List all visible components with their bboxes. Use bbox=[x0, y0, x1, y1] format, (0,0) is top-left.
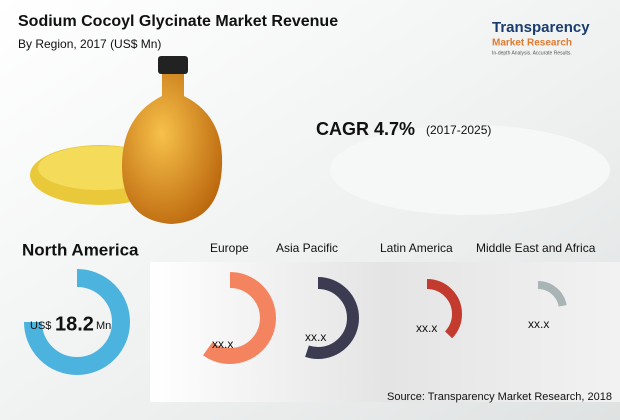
region-value: xx.x bbox=[212, 337, 233, 351]
bottle-cap bbox=[158, 56, 188, 74]
region-name: Asia Pacific bbox=[276, 241, 338, 255]
region-name: Latin America bbox=[380, 241, 453, 255]
region-name: Middle East and Africa bbox=[476, 241, 596, 255]
ring bbox=[24, 269, 130, 375]
region-prefix: US$ bbox=[30, 320, 51, 332]
logo-tagline: In-depth Analysis. Accurate Results. bbox=[492, 50, 572, 56]
title: Sodium Cocoyl Glycinate Market Revenue bbox=[18, 13, 338, 30]
ring bbox=[392, 279, 462, 349]
region-name: North America bbox=[22, 240, 139, 259]
cagr: CAGR 4.7% bbox=[316, 119, 415, 139]
ring bbox=[277, 277, 359, 359]
region-value: xx.x bbox=[416, 321, 437, 335]
source: Source: Transparency Market Research, 20… bbox=[387, 391, 612, 403]
logo: Transparency bbox=[492, 19, 590, 36]
band bbox=[150, 262, 620, 402]
region-value: xx.x bbox=[305, 330, 326, 344]
ring bbox=[184, 272, 276, 364]
bottle bbox=[122, 74, 223, 224]
ring bbox=[509, 281, 567, 339]
subtitle: By Region, 2017 (US$ Mn) bbox=[18, 37, 161, 51]
region-name: Europe bbox=[210, 241, 249, 255]
cagr-period: (2017-2025) bbox=[426, 123, 491, 137]
decor bbox=[330, 125, 610, 215]
region-unit: Mn bbox=[96, 320, 111, 332]
region-value: 18.2 bbox=[55, 313, 94, 335]
region-value: xx.x bbox=[528, 317, 549, 331]
logo: Market Research bbox=[492, 38, 572, 49]
